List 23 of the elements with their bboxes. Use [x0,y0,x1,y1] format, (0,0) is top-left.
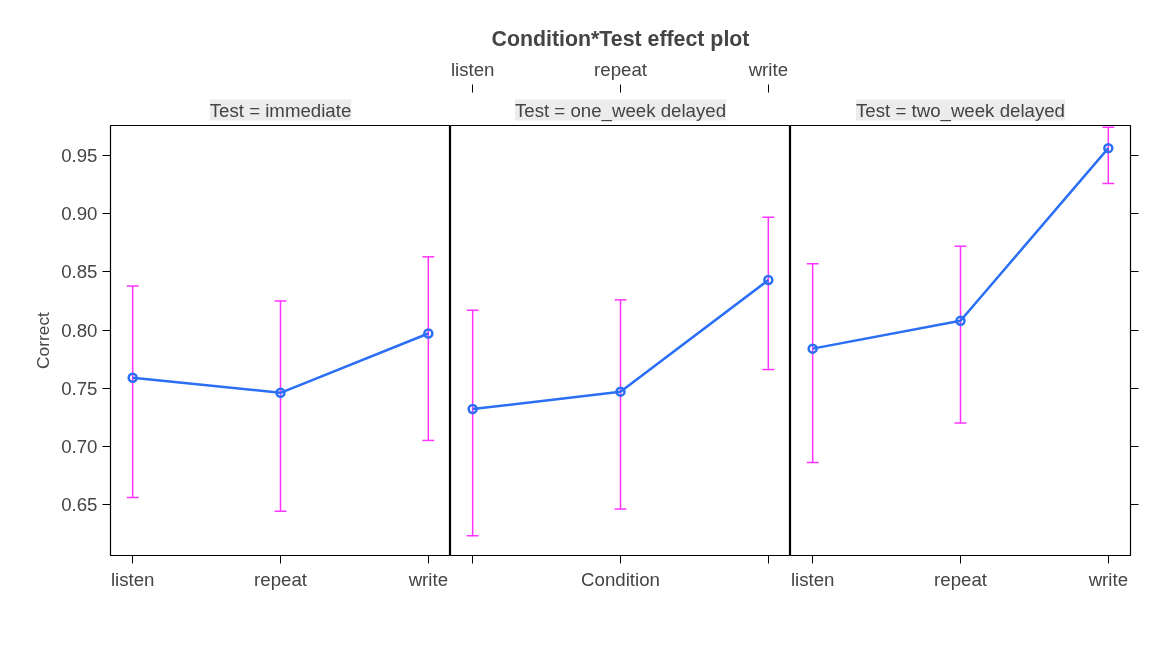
y-tick-label: 0.95 [61,145,98,167]
x-tick-label: repeat [594,58,648,80]
x-tick-label: listen [790,568,835,590]
x-tick-label: write [1087,568,1129,590]
x-tick-label: write [747,58,789,80]
y-axis-title: Correct [33,311,54,369]
x-tick-label: listen [110,568,155,590]
y-tick-label: 0.65 [61,493,98,515]
chart-subtitle: Test = immediate [209,99,352,121]
y-tick-label: 0.80 [61,319,98,341]
chart-subtitle: Test = one_week delayed [514,99,727,122]
x-tick-label: listen [450,58,495,80]
y-tick-label: 0.85 [61,261,98,283]
chart-subtitle: Test = two_week delayed [856,99,1065,122]
y-tick-label: 0.90 [61,203,98,225]
point [275,387,286,399]
x-tick-label: repeat [254,568,308,590]
chart-title: Condition*Test effect plot [491,26,750,51]
x-tick-label: repeat [934,568,988,590]
y-tick-label: 0.75 [61,377,98,399]
x-axis-title: Condition [581,568,660,590]
y-tick-label: 0.70 [61,435,98,457]
x-tick-label: write [407,568,449,590]
